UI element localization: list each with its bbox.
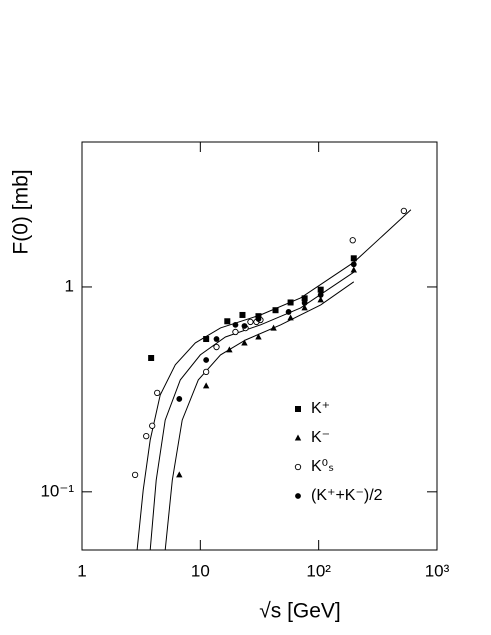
marker: [317, 292, 324, 298]
legend-marker: [294, 463, 302, 471]
marker: [232, 321, 239, 328]
marker: [213, 343, 220, 351]
x-tick-label: 10³: [425, 561, 450, 580]
marker: [213, 336, 220, 342]
marker: [176, 471, 183, 478]
marker: [154, 389, 161, 397]
marker: [350, 255, 357, 262]
marker: [270, 324, 277, 331]
fit-curve: [136, 209, 412, 550]
marker: [241, 323, 248, 329]
marker: [226, 346, 233, 353]
marker: [287, 299, 294, 306]
marker: [317, 296, 324, 303]
marker: [202, 382, 210, 389]
x-tick-label: 10²: [306, 561, 331, 580]
legend-marker: [295, 493, 301, 499]
marker: [203, 336, 210, 343]
marker: [349, 237, 356, 244]
marker: [239, 311, 246, 318]
marker: [143, 432, 150, 440]
marker: [232, 328, 239, 336]
marker: [131, 471, 139, 479]
marker: [317, 286, 324, 293]
marker: [400, 207, 408, 215]
legend-label: K⁺: [311, 400, 330, 417]
marker: [255, 333, 262, 340]
marker: [203, 357, 210, 363]
plot-frame: [81, 141, 438, 551]
marker: [350, 261, 357, 268]
marker: [301, 299, 308, 306]
x-tick-label: 1: [77, 561, 86, 580]
marker: [149, 422, 156, 429]
x-tick-label: 10: [191, 561, 210, 580]
y-axis-title: F(0) [mb]: [10, 169, 33, 254]
marker: [224, 318, 231, 325]
legend-marker: [294, 434, 302, 441]
y-tick-label: 1: [65, 276, 74, 295]
x-axis-title: √s [GeV]: [259, 600, 341, 623]
marker: [203, 368, 210, 376]
marker: [272, 307, 279, 314]
marker: [287, 314, 294, 321]
marker: [247, 318, 254, 326]
marker: [176, 396, 183, 402]
marker: [148, 354, 155, 361]
marker: [301, 295, 308, 302]
marker: [350, 266, 357, 273]
legend-label: K⁰ₛ: [311, 458, 334, 475]
legend-marker: [295, 406, 301, 412]
marker: [255, 316, 262, 322]
marker: [241, 339, 248, 346]
fit-curve: [164, 281, 355, 550]
legend-label: (K⁺+K⁻)/2: [311, 487, 383, 504]
y-tick-label: 10⁻¹: [40, 481, 74, 500]
marker: [285, 309, 292, 315]
legend-label: K⁻: [311, 429, 330, 446]
marker: [301, 304, 308, 311]
